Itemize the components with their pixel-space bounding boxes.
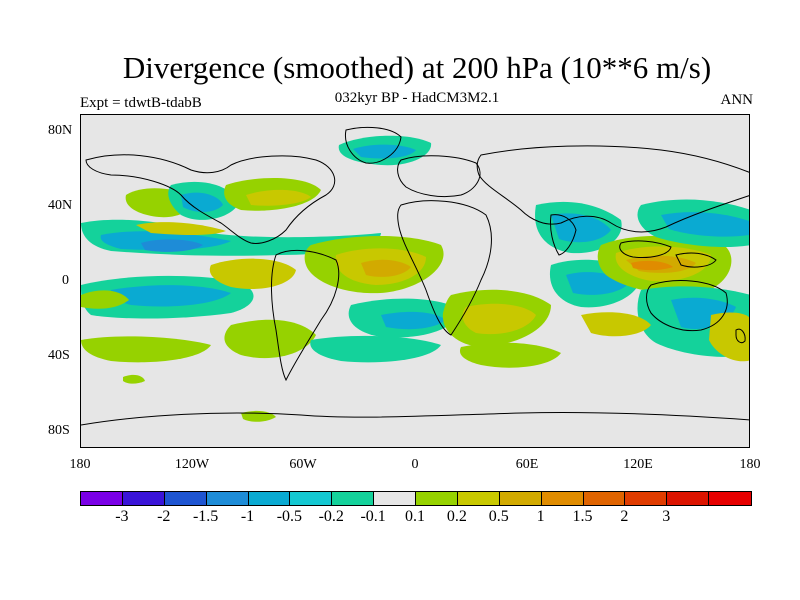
plot-subtitle: 032kyr BP - HadCM3M2.1 <box>334 90 500 106</box>
lon-label-60w: 60W <box>289 457 317 472</box>
season-label: ANN <box>720 92 754 108</box>
colorbar-level-label: 1 <box>536 508 545 525</box>
lat-label-40s: 40S <box>48 348 70 363</box>
colorbar-level-label: -0.2 <box>318 508 344 525</box>
colorbar-level-label: -1.5 <box>192 508 219 525</box>
colorbar-swatch <box>248 492 291 505</box>
map-canvas <box>81 126 749 426</box>
lon-label-180e: 180 <box>739 457 761 472</box>
lon-label-60e: 60E <box>515 457 539 472</box>
plot-title: Divergence (smoothed) at 200 hPa (10**6 … <box>122 50 712 85</box>
divergence-map <box>80 114 750 448</box>
colorbar-level-label: 2 <box>620 508 629 525</box>
lat-label-80s: 80S <box>48 423 70 438</box>
colorbar-swatch <box>206 492 249 505</box>
lat-label-80n: 80N <box>48 123 73 138</box>
lon-label-120e: 120E <box>623 457 653 472</box>
colorbar-swatch <box>81 492 123 505</box>
colorbar-swatch <box>374 492 416 505</box>
lon-label-180w: 180 <box>69 457 91 472</box>
colorbar-level-label: -0.5 <box>276 508 303 525</box>
colorbar-swatch <box>625 492 668 505</box>
colorbar-level-label: 0.2 <box>446 508 467 525</box>
coastlines <box>81 126 749 426</box>
colorbar <box>80 491 752 506</box>
colorbar-swatch <box>457 492 500 505</box>
colorbar-level-label: 1.5 <box>572 508 593 525</box>
experiment-label: Expt = tdwtB-tdabB <box>80 95 202 111</box>
colorbar-level-label: 0.1 <box>405 508 425 525</box>
lat-label-eq: 0 <box>62 273 69 288</box>
divergence-field <box>81 135 749 422</box>
colorbar-swatch <box>164 492 207 505</box>
colorbar-swatch <box>541 492 584 505</box>
colorbar-swatch <box>709 492 751 505</box>
colorbar-swatch <box>416 492 458 505</box>
colorbar-level-label: 3 <box>662 508 671 525</box>
colorbar-swatch <box>499 492 542 505</box>
colorbar-level-label: -0.1 <box>360 508 386 525</box>
lat-label-40n: 40N <box>48 198 73 213</box>
colorbar-swatch <box>290 492 333 505</box>
colorbar-swatch <box>667 492 710 505</box>
colorbar-level-label: -1 <box>240 508 255 525</box>
colorbar-level-label: 0.5 <box>488 508 509 525</box>
lon-label-120w: 120W <box>174 457 210 472</box>
colorbar-swatch <box>332 492 375 505</box>
colorbar-level-label: -2 <box>157 508 171 525</box>
colorbar-swatch <box>583 492 626 505</box>
lon-label-0: 0 <box>411 457 419 472</box>
colorbar-level-label: -3 <box>115 508 129 525</box>
colorbar-swatch <box>122 492 165 505</box>
